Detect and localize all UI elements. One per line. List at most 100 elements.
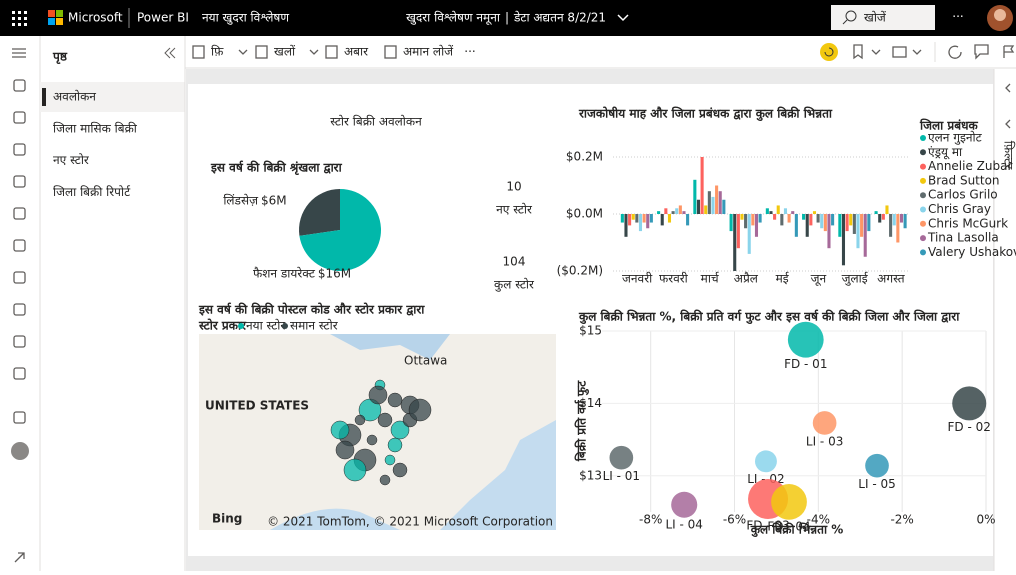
bar[interactable] xyxy=(675,208,679,214)
bar[interactable] xyxy=(635,214,639,223)
bar[interactable] xyxy=(838,214,842,237)
nav-icon[interactable] xyxy=(13,79,26,92)
toolbar-item[interactable]: अमान लोजें xyxy=(403,45,454,59)
menu-icon[interactable] xyxy=(12,48,26,58)
nav-icon[interactable] xyxy=(14,552,25,563)
pie-slice[interactable] xyxy=(299,189,381,271)
bar[interactable] xyxy=(624,214,628,237)
nav-icon[interactable] xyxy=(13,143,26,156)
bubble[interactable] xyxy=(609,445,634,470)
collapse-pages[interactable] xyxy=(164,47,176,59)
bar[interactable] xyxy=(758,214,762,223)
bar[interactable] xyxy=(747,214,751,254)
bar[interactable] xyxy=(820,214,824,229)
bar[interactable] xyxy=(646,214,650,229)
legend-item[interactable]: Annelie Zubar xyxy=(928,159,1012,173)
toolbar-item[interactable]: अबार xyxy=(344,45,369,59)
bar[interactable] xyxy=(715,185,719,215)
bar[interactable] xyxy=(867,214,871,232)
bubble[interactable] xyxy=(671,491,698,518)
bar[interactable] xyxy=(754,214,759,237)
bar[interactable] xyxy=(765,208,769,214)
bar[interactable] xyxy=(845,214,849,232)
bar[interactable] xyxy=(841,214,846,266)
bubble[interactable] xyxy=(812,411,837,435)
report-name[interactable]: खुदरा विश्लेषण नमूना xyxy=(406,11,501,26)
page-tab[interactable]: जिला बिक्री रिपोर्ट xyxy=(53,185,131,199)
legend-item[interactable]: Brad Sutton xyxy=(928,173,1000,187)
chevron[interactable] xyxy=(912,49,922,55)
bar[interactable] xyxy=(638,214,643,232)
bar[interactable] xyxy=(892,214,896,226)
legend-item[interactable]: Carlos Grilo xyxy=(928,188,998,202)
nav-icon[interactable] xyxy=(11,442,29,460)
bubble[interactable] xyxy=(754,450,777,473)
bar[interactable] xyxy=(736,214,740,249)
bar[interactable] xyxy=(696,199,701,214)
bar[interactable] xyxy=(874,211,878,214)
legend-item[interactable]: Chris McGurk xyxy=(928,216,1008,230)
bar[interactable] xyxy=(664,208,668,214)
bookmark-button[interactable] xyxy=(853,44,863,60)
pie-slice[interactable] xyxy=(299,189,340,236)
bar[interactable] xyxy=(678,205,682,214)
bar[interactable] xyxy=(773,214,777,220)
bar[interactable] xyxy=(805,214,809,237)
bar[interactable] xyxy=(802,214,806,220)
expand-filters[interactable] xyxy=(1005,83,1011,93)
chevron[interactable] xyxy=(238,49,248,55)
bar[interactable] xyxy=(733,214,737,271)
nav-icon[interactable] xyxy=(13,239,26,252)
bubble[interactable] xyxy=(952,386,987,421)
bar[interactable] xyxy=(667,214,672,223)
view-button[interactable] xyxy=(892,46,907,58)
bar[interactable] xyxy=(693,179,697,214)
bar[interactable] xyxy=(660,214,664,226)
reset-button[interactable] xyxy=(820,43,838,61)
nav-icon[interactable] xyxy=(13,207,26,220)
legend-item[interactable]: एलन गुइनोट xyxy=(928,131,983,146)
bar[interactable] xyxy=(863,214,867,257)
nav-icon[interactable] xyxy=(13,411,26,424)
expand-filters[interactable] xyxy=(1005,119,1011,129)
bar[interactable] xyxy=(812,211,817,214)
search-box[interactable] xyxy=(831,5,935,30)
bar[interactable] xyxy=(649,214,653,223)
bar[interactable] xyxy=(769,211,773,214)
page-tab[interactable]: जिला मासिक बिक्री xyxy=(53,121,138,135)
page-tab[interactable]: नए स्टोर xyxy=(53,153,90,167)
chevron[interactable] xyxy=(309,49,319,55)
bar[interactable] xyxy=(704,205,708,214)
nav-icon[interactable] xyxy=(13,175,26,188)
bar[interactable] xyxy=(751,214,755,226)
bar[interactable] xyxy=(881,214,885,220)
bar[interactable] xyxy=(631,214,635,220)
bar[interactable] xyxy=(686,214,690,226)
bar[interactable] xyxy=(823,214,827,232)
bar[interactable] xyxy=(899,214,904,223)
refresh-button[interactable] xyxy=(948,45,962,59)
bar[interactable] xyxy=(787,214,791,223)
more-menu[interactable]: ··· xyxy=(952,10,963,24)
bar[interactable] xyxy=(711,196,715,214)
bar[interactable] xyxy=(852,214,856,234)
bar[interactable] xyxy=(783,208,788,214)
nav-icon[interactable] xyxy=(13,367,26,380)
bar[interactable] xyxy=(682,211,686,214)
bar[interactable] xyxy=(780,214,784,226)
app-launcher[interactable] xyxy=(12,11,27,26)
bar[interactable] xyxy=(878,214,882,223)
chevron[interactable] xyxy=(871,49,881,55)
bar[interactable] xyxy=(628,214,632,226)
bubble[interactable] xyxy=(787,321,824,358)
page-tab[interactable]: अवलोकन xyxy=(53,90,96,104)
chevron[interactable] xyxy=(617,14,629,22)
legend-item[interactable]: Tina Lasolla xyxy=(927,231,999,245)
bar[interactable] xyxy=(620,214,624,223)
nav-icon[interactable] xyxy=(13,303,26,316)
bar[interactable] xyxy=(642,214,646,223)
bar[interactable] xyxy=(729,214,733,232)
nav-icon[interactable] xyxy=(13,271,26,284)
bar[interactable] xyxy=(740,214,744,220)
bar[interactable] xyxy=(831,214,835,226)
